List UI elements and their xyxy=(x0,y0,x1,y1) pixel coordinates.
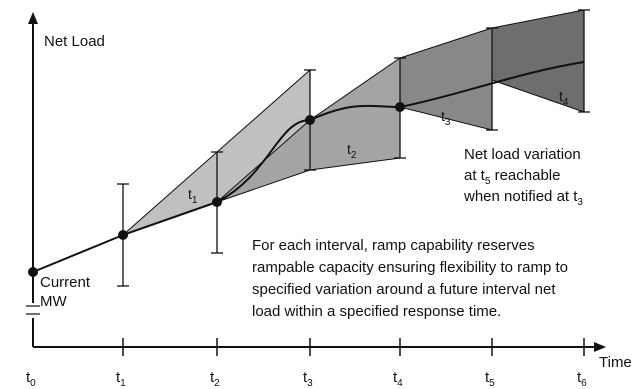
tick-label-t0: t0 xyxy=(26,369,36,389)
y-axis-label: Net Load xyxy=(44,33,105,50)
variation-note-line3: when notified at t3 xyxy=(463,188,583,208)
marker-t3 xyxy=(305,115,315,125)
description-text: For each interval, ramp capability reser… xyxy=(252,237,572,320)
region-label-t3: t3 xyxy=(441,108,451,128)
tick-label-t5: t5 xyxy=(485,369,495,389)
tick-label-t6: t6 xyxy=(577,369,587,389)
net-load-curve-t2-t3 xyxy=(216,119,311,203)
tick-label-t4: t4 xyxy=(393,369,403,389)
x-ticks xyxy=(122,338,585,356)
x-axis-arrow xyxy=(594,342,606,352)
marker-t2 xyxy=(212,197,222,207)
region-label-t1: t1 xyxy=(188,186,198,206)
variation-note: Net load variation xyxy=(464,146,581,163)
tick-label-t1: t1 xyxy=(116,369,126,389)
marker-t0 xyxy=(28,267,38,277)
fan-region-t4 xyxy=(491,9,585,113)
current-mw-label: Current MW xyxy=(40,274,94,310)
y-axis-arrow xyxy=(28,12,38,24)
tick-label-t3: t3 xyxy=(303,369,313,389)
net-load-curve-t3-t4 xyxy=(309,104,401,121)
net-load-markers xyxy=(28,102,405,277)
marker-t4 xyxy=(395,102,405,112)
region-label-t4: t4 xyxy=(559,88,569,108)
tick-label-t2: t2 xyxy=(210,369,220,389)
x-axis-label: Time xyxy=(599,354,632,371)
region-label-t2: t2 xyxy=(347,141,357,161)
marker-t1 xyxy=(118,230,128,240)
fan-region-t3 xyxy=(399,27,493,131)
variation-note-line2: at t5 reachable xyxy=(464,167,560,187)
net-load-curve-t4-t6 xyxy=(399,61,585,108)
